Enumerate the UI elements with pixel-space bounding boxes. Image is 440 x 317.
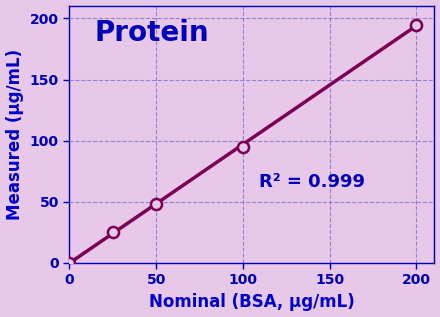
Text: Protein: Protein: [95, 19, 209, 47]
Y-axis label: Measured (μg/mL): Measured (μg/mL): [6, 49, 24, 220]
Text: R² = 0.999: R² = 0.999: [259, 173, 365, 191]
X-axis label: Nominal (BSA, μg/mL): Nominal (BSA, μg/mL): [149, 293, 355, 311]
